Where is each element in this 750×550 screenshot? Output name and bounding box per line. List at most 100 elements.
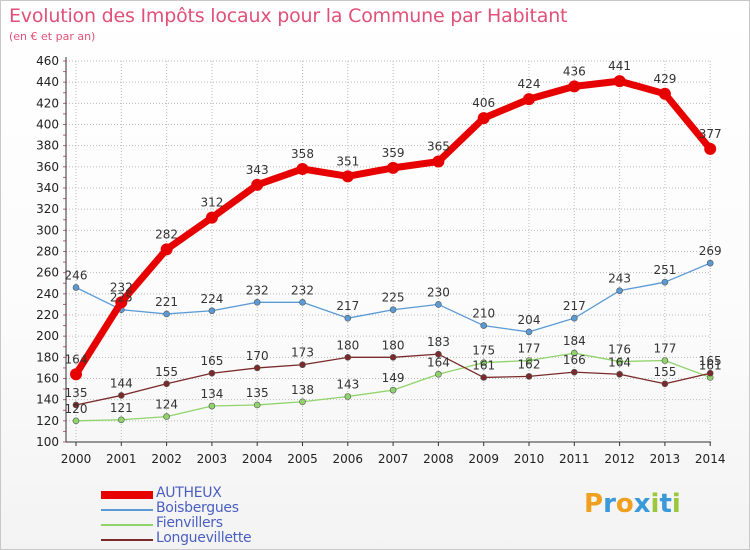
data-label: 377	[699, 127, 722, 141]
data-point	[118, 392, 125, 399]
y-tick-label: 100	[36, 435, 59, 449]
y-tick-label: 180	[36, 350, 59, 364]
data-label: 246	[65, 268, 88, 282]
y-tick-label: 220	[36, 308, 59, 322]
y-tick-label: 420	[36, 96, 59, 110]
data-point	[72, 401, 80, 409]
legend-item-boisbergues: Boisbergues	[101, 500, 321, 517]
data-label: 161	[699, 358, 722, 372]
data-label: 217	[336, 299, 359, 313]
x-tick-label: 2011	[559, 452, 590, 466]
data-point	[525, 373, 533, 380]
data-point	[389, 306, 397, 314]
x-tick-label: 2006	[333, 452, 364, 466]
data-point	[389, 354, 397, 361]
data-point	[253, 401, 261, 409]
chart-subtitle: (en € et par an)	[9, 30, 96, 43]
data-label: 164	[427, 355, 450, 369]
data-point	[658, 87, 671, 100]
data-label: 120	[65, 402, 88, 416]
data-label: 166	[563, 353, 586, 367]
data-point	[480, 359, 488, 366]
logo-letter: r	[603, 489, 616, 519]
data-label: 155	[155, 365, 178, 379]
data-point	[435, 301, 442, 308]
logo-letter: i	[650, 489, 660, 519]
data-label: 406	[472, 96, 495, 110]
legend-swatch	[101, 509, 153, 511]
data-label: 184	[563, 334, 586, 348]
data-point	[205, 211, 218, 224]
data-label: 232	[110, 280, 133, 294]
y-tick-label: 200	[36, 329, 59, 343]
y-tick-label: 400	[36, 118, 59, 132]
legend-label: AUTHEUX	[156, 485, 222, 501]
legend-swatch	[101, 539, 153, 541]
data-point	[208, 307, 216, 315]
data-label: 312	[200, 196, 223, 210]
logo-letter: i	[671, 489, 681, 519]
data-point	[299, 398, 306, 406]
data-label: 365	[427, 140, 450, 154]
data-point	[570, 368, 578, 376]
proxiti-logo: Proxiti	[584, 489, 681, 519]
data-point	[160, 243, 173, 256]
data-point	[253, 364, 261, 372]
data-label: 221	[155, 295, 178, 309]
legend-item-longuevillette: Longuevillette	[101, 530, 321, 547]
data-point	[432, 155, 445, 168]
data-point	[72, 284, 80, 291]
data-label: 176	[608, 343, 631, 357]
x-tick-label: 2000	[61, 452, 92, 466]
data-label: 232	[246, 283, 269, 297]
data-point	[344, 393, 352, 400]
x-tick-label: 2013	[650, 452, 681, 466]
y-tick-label: 120	[36, 414, 59, 428]
data-point	[163, 413, 170, 420]
data-label: 358	[291, 147, 314, 161]
data-point	[387, 161, 400, 174]
data-point	[344, 314, 352, 322]
y-tick-label: 340	[36, 181, 59, 195]
legend-swatch	[101, 524, 153, 526]
legend-item-autheux: AUTHEUX	[101, 485, 321, 502]
data-label: 224	[200, 292, 223, 306]
y-tick-label: 320	[36, 202, 59, 216]
data-point	[253, 298, 261, 306]
x-tick-label: 2004	[242, 452, 273, 466]
data-point	[613, 75, 626, 88]
data-point	[344, 354, 352, 361]
data-label: 138	[291, 383, 314, 397]
data-point	[568, 80, 581, 93]
data-label: 183	[427, 335, 450, 349]
y-tick-label: 440	[36, 75, 59, 89]
data-point	[163, 380, 170, 388]
data-label: 251	[653, 263, 676, 277]
data-point	[70, 368, 82, 381]
x-tick-label: 2010	[514, 452, 545, 466]
y-tick-label: 140	[36, 393, 59, 407]
data-label: 164	[608, 355, 631, 369]
data-label: 359	[382, 146, 405, 160]
data-label: 269	[699, 244, 722, 258]
data-label: 210	[472, 307, 495, 321]
data-label: 177	[518, 342, 541, 356]
series-fienvillers	[72, 349, 714, 425]
series-lines	[70, 75, 717, 425]
data-point	[616, 287, 623, 294]
data-label: 165	[200, 354, 223, 368]
data-label: 121	[110, 401, 133, 415]
legend-swatch	[101, 491, 153, 499]
y-tick-label: 240	[36, 287, 59, 301]
data-point	[661, 357, 669, 364]
data-point	[208, 402, 216, 410]
x-tick-label: 2009	[468, 452, 499, 466]
data-label: 173	[291, 346, 314, 360]
data-point	[704, 142, 717, 155]
data-point	[480, 322, 488, 329]
data-label: 180	[336, 338, 359, 352]
y-tick-label: 360	[36, 160, 59, 174]
data-label: 144	[110, 376, 133, 390]
data-label: 436	[563, 64, 586, 78]
data-label: 143	[336, 377, 359, 391]
